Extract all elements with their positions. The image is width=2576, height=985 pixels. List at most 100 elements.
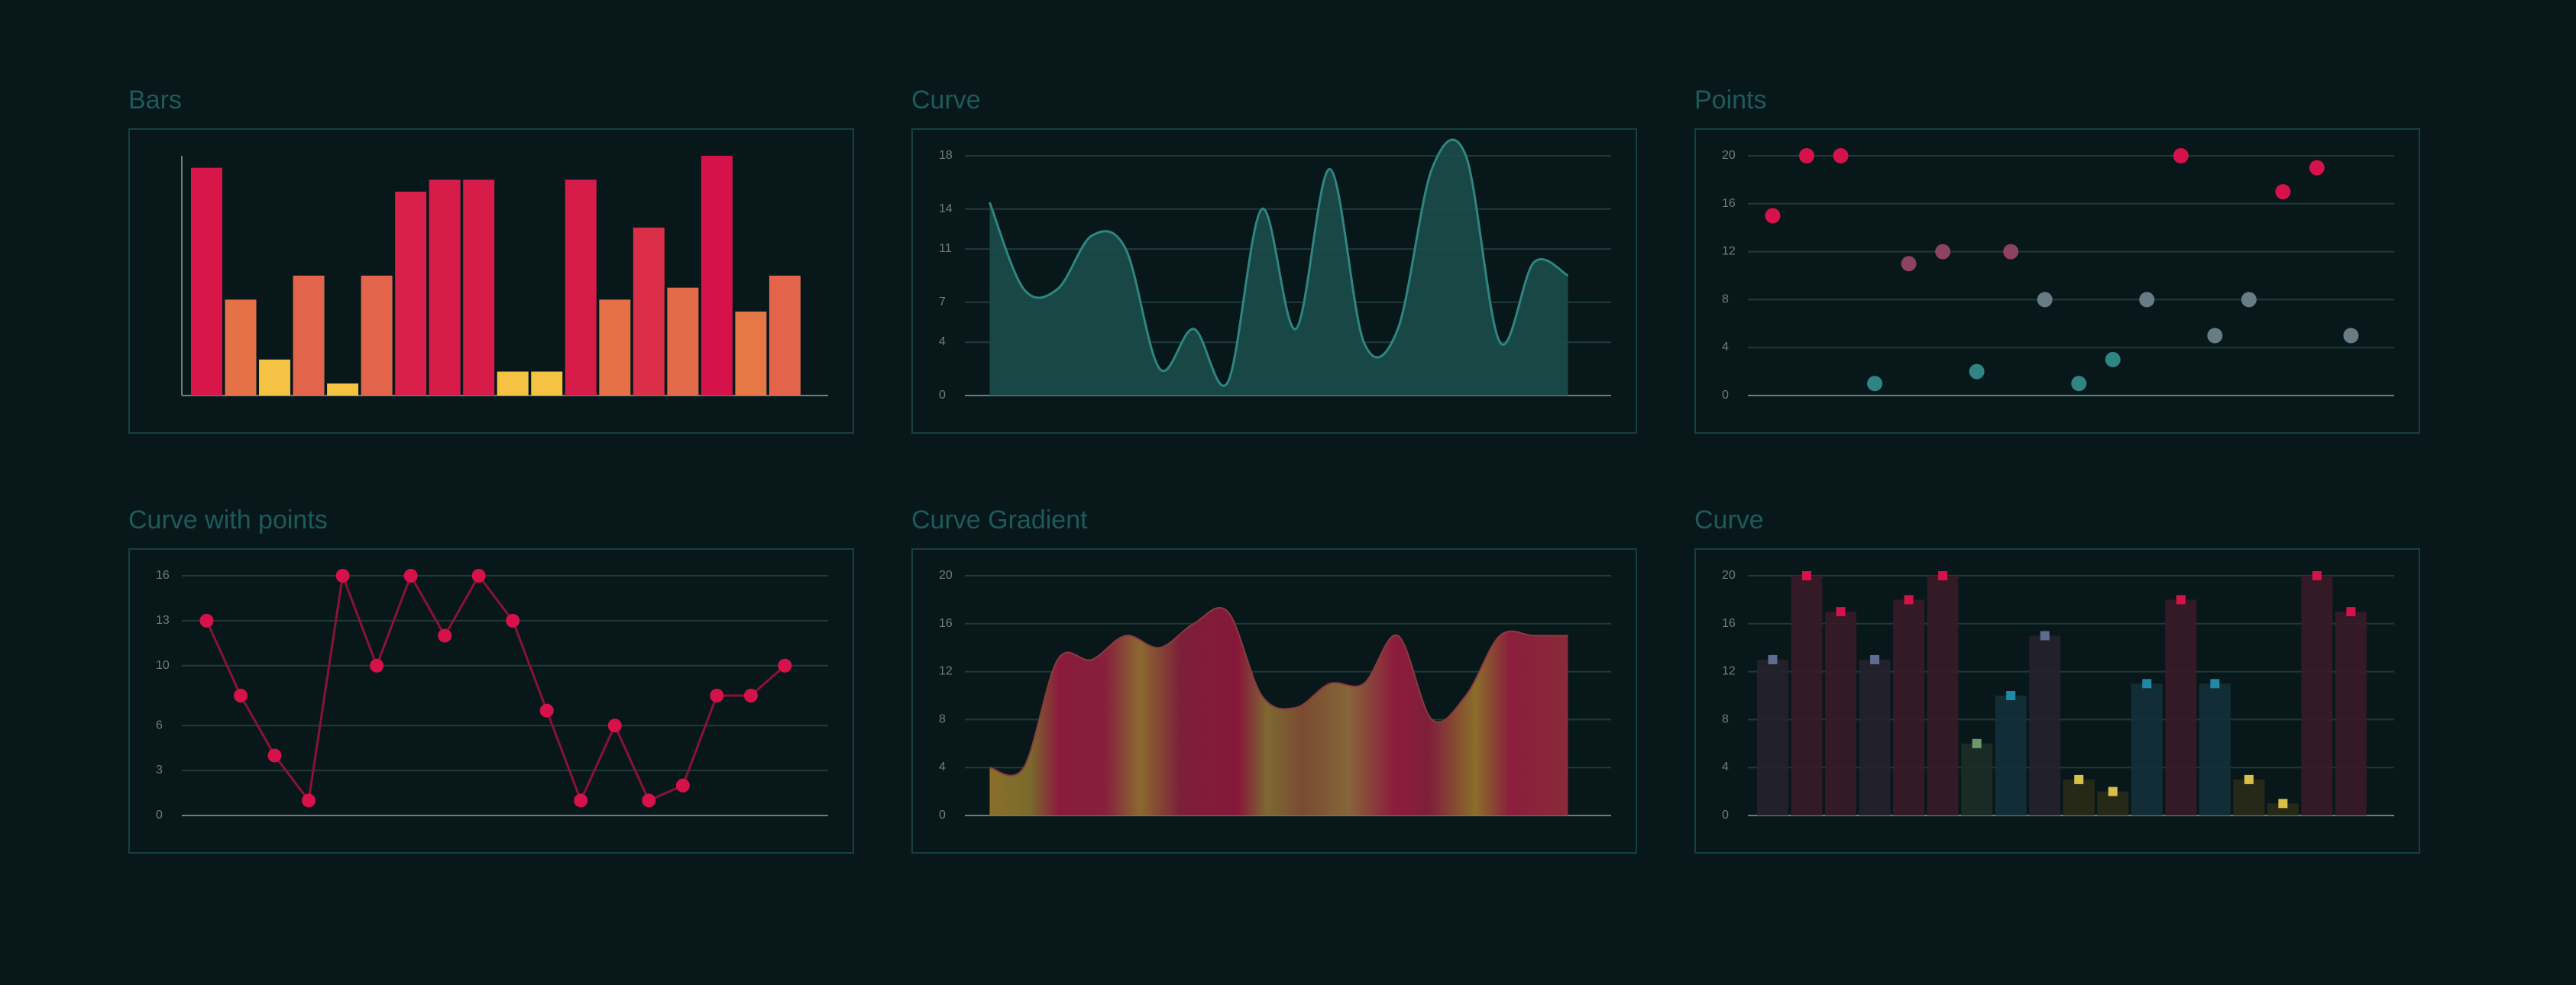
data-point (2309, 160, 2325, 176)
y-tick-label: 7 (939, 296, 946, 308)
curve-with-points-chart: 0 3 6 10 13 16 (156, 569, 828, 822)
series-line (989, 138, 1569, 387)
bar (667, 287, 699, 396)
bar-marker (2108, 786, 2118, 796)
bar (769, 276, 801, 396)
data-point (335, 569, 350, 583)
chart-frame (128, 128, 854, 434)
bar-marker (2074, 774, 2084, 784)
bar (701, 156, 733, 396)
bar-marker (2040, 631, 2050, 641)
bar (2131, 683, 2163, 815)
y-tick-label: 20 (1722, 149, 1736, 162)
data-point (1833, 148, 1849, 163)
data-point (539, 703, 554, 718)
bar-marker (1904, 595, 1914, 605)
bar-marker (2176, 595, 2186, 605)
y-tick-label: 13 (156, 614, 170, 627)
y-tick-label: 11 (939, 242, 952, 255)
points-chart: 0 4 8 12 16 20 (1722, 148, 2394, 402)
y-tick-label: 8 (1722, 712, 1729, 725)
chart-frame: 0 4 8 12 16 20 (911, 548, 1637, 854)
y-tick-label: 12 (1722, 665, 1736, 678)
data-point (2241, 292, 2257, 308)
data-point (1799, 148, 1815, 163)
chart-title: Curve with points (128, 505, 328, 534)
y-tick-label: 16 (1722, 197, 1736, 210)
bar (2029, 635, 2061, 815)
chart-title: Curve (911, 86, 981, 115)
series-line (989, 606, 1568, 777)
bar (429, 179, 461, 396)
data-point (2173, 148, 2189, 163)
data-point (506, 613, 520, 628)
bar-marker (2346, 607, 2356, 617)
data-point (1969, 363, 1985, 379)
chart-title: Points (1694, 86, 1767, 115)
curve-bars-chart: 0 4 8 12 16 20 (1722, 569, 2394, 822)
chart-title: Curve Gradient (911, 505, 1088, 534)
data-point (438, 628, 452, 643)
y-tick-label: 20 (939, 569, 953, 582)
bar (2233, 779, 2265, 815)
bar (361, 276, 393, 396)
data-point (370, 658, 384, 673)
bar-marker (2006, 691, 2016, 700)
data-point (267, 748, 282, 763)
bar (1791, 576, 1823, 815)
bar-marker (2312, 571, 2322, 580)
bar (2335, 612, 2367, 815)
bar (2301, 576, 2333, 815)
bar (2063, 779, 2095, 815)
y-tick-label: 16 (1722, 617, 1736, 630)
data-point (234, 689, 248, 702)
chart-title: Bars (128, 86, 182, 115)
data-point (199, 613, 214, 628)
chart-frame: 0 4 7 11 14 18 (911, 128, 1637, 434)
bar-marker (2278, 799, 2288, 809)
bar (1995, 696, 2027, 815)
chart-title: Curve (1694, 505, 1764, 534)
bar (633, 228, 665, 396)
data-point (2275, 184, 2291, 200)
bar (259, 359, 291, 396)
bar (497, 371, 529, 396)
data-point (710, 689, 724, 702)
y-tick-label: 0 (939, 389, 946, 402)
y-tick-label: 8 (1722, 292, 1729, 305)
y-tick-label: 0 (156, 809, 163, 822)
bar-marker (1938, 571, 1948, 580)
data-point (2207, 328, 2223, 344)
data-point (1901, 256, 1917, 272)
bar (565, 179, 597, 396)
data-point (2105, 351, 2121, 367)
data-point (675, 778, 690, 793)
chart-frame: 0 3 6 10 13 16 (128, 548, 854, 854)
bar (2165, 599, 2197, 815)
y-tick-label: 18 (939, 149, 953, 162)
data-point (778, 658, 792, 673)
y-tick-label: 0 (1722, 389, 1729, 402)
data-point (743, 689, 758, 702)
y-tick-label: 20 (1722, 569, 1736, 582)
chart-frame: 0 4 8 12 16 20 (1694, 128, 2420, 434)
data-point (2139, 292, 2155, 308)
y-tick-label: 14 (939, 202, 953, 215)
data-point (471, 569, 486, 583)
data-point (607, 719, 622, 733)
y-tick-label: 0 (939, 809, 946, 822)
series-line (205, 571, 786, 804)
data-point (1867, 376, 1883, 392)
bar (1757, 659, 1788, 815)
bar (293, 276, 325, 396)
bar (735, 312, 767, 396)
bar (463, 179, 495, 396)
bar (191, 167, 222, 396)
data-point (574, 793, 588, 808)
y-tick-label: 12 (1722, 245, 1736, 258)
y-tick-label: 0 (1722, 809, 1729, 822)
data-point (302, 793, 316, 808)
bar (599, 299, 631, 396)
bars-chart (181, 156, 828, 396)
bar (1825, 612, 1857, 815)
